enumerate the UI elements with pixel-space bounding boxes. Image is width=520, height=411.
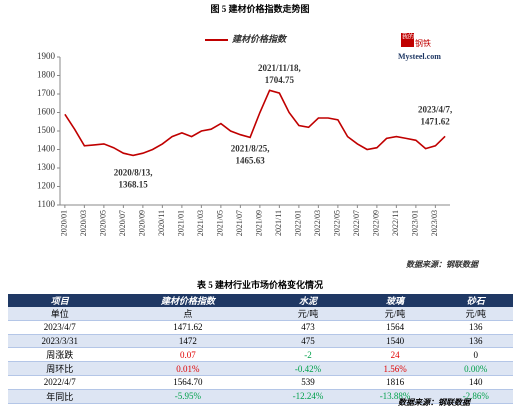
cell: 136: [438, 320, 513, 335]
x-tick-label: 2022/11: [391, 210, 400, 236]
chart-title: 图 5 建材价格指数走势图: [210, 4, 310, 14]
cell: 136: [438, 334, 513, 348]
cell: -0.42%: [264, 361, 352, 376]
cell: 0.07: [111, 347, 265, 362]
x-tick-label: 2020/05: [99, 210, 108, 236]
cell: -13.88%: [351, 389, 439, 404]
cell: 1472: [111, 334, 265, 348]
line-series: [64, 89, 446, 157]
cell: 元/吨: [438, 307, 513, 321]
cell: 24: [351, 347, 439, 362]
y-tick-label: 1700: [37, 88, 56, 98]
cell: -5.95%: [111, 389, 265, 404]
x-tick-label: 2021/05: [216, 210, 225, 236]
annotation-date: 2023/4/7,: [418, 104, 452, 114]
logo-text: 我的: [402, 32, 414, 40]
annotation-date: 2020/8/13,: [114, 167, 153, 177]
logo-box: [401, 33, 414, 47]
x-tick-label: 2021/11: [274, 210, 283, 236]
header-cell: 砂石: [438, 294, 513, 307]
logo-text: 钢铁: [415, 38, 431, 48]
x-tick-label: 2023/01: [411, 210, 420, 236]
table-title: 表 5 建材行业市场价格变化情况: [196, 280, 323, 290]
x-tick-label: 2022/09: [372, 210, 381, 236]
x-tick-label: 2020/07: [118, 210, 127, 236]
cell: 2023/3/31: [8, 334, 112, 348]
cell: -2: [264, 347, 352, 362]
x-tick-label: 2021/01: [177, 210, 186, 236]
header-cell: 建材价格指数: [111, 294, 265, 307]
y-tick-label: 1800: [37, 70, 56, 80]
table: 项目 建材价格指数 水泥 玻璃 砂石 单位点元/吨 元/吨 元/吨 2023/4/7 1471…: [8, 294, 513, 404]
source: 数据来源：钢联数据: [406, 260, 480, 269]
y-tick-label: 1600: [37, 107, 56, 117]
cell: 元/吨: [264, 307, 352, 321]
cell: 1.56%: [351, 361, 439, 376]
chart: 建材价格指数 我的 钢铁 Mysteel.com 数据来源：钢联数据 1100 1…: [37, 32, 480, 269]
cell: 周涨跌: [8, 347, 112, 362]
table-source: 数据来源：钢联数据: [398, 398, 470, 407]
cell: 1816: [351, 375, 439, 390]
cell: 1540: [351, 334, 439, 348]
annotation-value: 1704.75: [265, 75, 295, 85]
cell: 1471.62: [111, 320, 265, 335]
legend-label: 建材价格指数: [231, 34, 288, 44]
y-tick-label: 1400: [37, 144, 56, 154]
cell: 单位: [8, 307, 112, 321]
x-tick-label: 2022/03: [313, 210, 322, 236]
x-tick-label: 2022/07: [352, 210, 361, 236]
x-tick-label: 2022/01: [294, 210, 303, 236]
cell: 539: [264, 375, 352, 390]
annotation-value: 1465.63: [236, 155, 266, 165]
annotation-value: 1471.62: [421, 116, 451, 126]
cell: 周环比: [8, 361, 112, 376]
cell: 1564.70: [111, 375, 265, 390]
x-tick-label: 2022/05: [333, 210, 342, 236]
header-cell: 玻璃: [351, 294, 439, 307]
cell: 1564: [351, 320, 439, 335]
cell: 2023/4/7: [8, 320, 112, 335]
y-tick-label: 1900: [37, 51, 56, 61]
cell: 年同比: [8, 389, 112, 404]
cell: 2022/4/7: [8, 375, 112, 390]
x-tick-label: 2021/03: [196, 210, 205, 236]
cell: 0.00%: [438, 361, 513, 376]
x-tick-label: 2020/01: [60, 210, 69, 236]
cell: 0.01%: [111, 361, 265, 376]
x-tick-label: 2020/11: [157, 210, 166, 236]
x-tick-label: 2021/09: [255, 210, 264, 236]
x-tick-label: 2023/03: [430, 210, 439, 236]
x-tick-label: 2020/09: [138, 210, 147, 236]
logo-text: Mysteel.com: [398, 52, 441, 61]
cell: 140: [438, 375, 513, 390]
annotation-value: 1368.15: [119, 179, 149, 189]
y-tick-label: 1500: [37, 125, 56, 135]
cell: -12.24%: [264, 389, 352, 404]
cell: -2.86%: [438, 389, 513, 404]
cell: 475: [264, 334, 352, 348]
cell: 0: [438, 347, 513, 362]
annotation-date: 2021/11/18,: [258, 63, 301, 73]
y-tick-label: 1100: [37, 199, 55, 209]
x-tick-label: 2020/03: [79, 210, 88, 236]
annotation-date: 2021/8/25,: [231, 143, 270, 153]
header-cell: 水泥: [264, 294, 352, 307]
y-tick-label: 1200: [37, 181, 56, 191]
y-tick-label: 1300: [37, 162, 56, 172]
cell: 473: [264, 320, 352, 335]
cell: 点: [111, 307, 265, 321]
header-cell: 项目: [8, 294, 112, 307]
cell: 元/吨: [351, 307, 439, 321]
x-tick-label: 2021/07: [235, 210, 244, 236]
